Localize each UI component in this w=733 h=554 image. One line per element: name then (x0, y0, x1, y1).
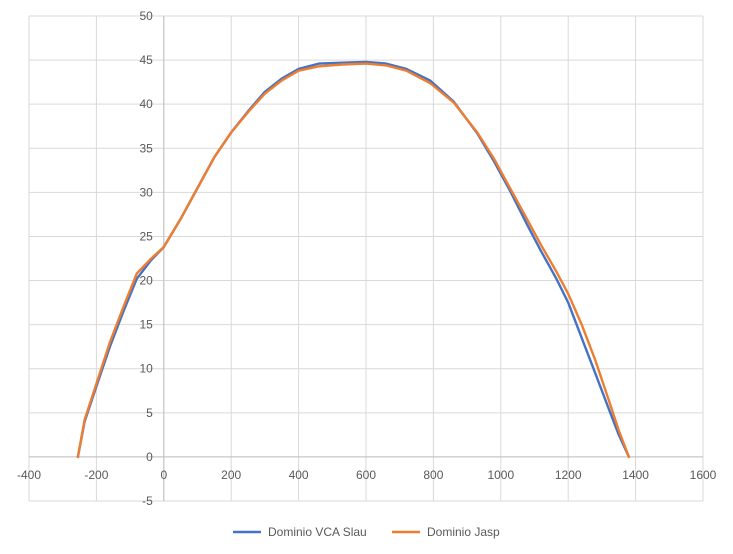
x-tick-label: -400 (17, 468, 41, 482)
y-tick-label: 15 (139, 318, 153, 332)
x-tick-label: 1600 (690, 468, 717, 482)
legend-label-1: Dominio VCA Slau (268, 525, 367, 539)
x-tick-label: -200 (84, 468, 108, 482)
x-tick-label: 400 (289, 468, 309, 482)
y-tick-label: -5 (142, 494, 153, 508)
series-lines (76, 60, 631, 459)
series-line-2 (76, 62, 631, 459)
x-tick-label: 1000 (487, 468, 514, 482)
x-tick-label: 0 (160, 468, 167, 482)
y-tick-label: 25 (139, 229, 153, 243)
legend: Dominio VCA Slau Dominio Jasp (233, 525, 500, 539)
y-tick-label: 50 (139, 9, 153, 23)
legend-label-2: Dominio Jasp (427, 525, 500, 539)
y-tick-label: 45 (139, 53, 153, 67)
y-tick-label: 30 (139, 185, 153, 199)
y-tick-label: 40 (139, 97, 153, 111)
x-tick-label: 200 (221, 468, 241, 482)
tick-labels: -400 -200 0 200 400 600 800 1000 1200 1400 1600 -5 0… (17, 9, 717, 508)
y-tick-label: 0 (146, 450, 153, 464)
x-tick-label: 600 (356, 468, 376, 482)
grid-lines (28, 15, 704, 502)
y-tick-label: 35 (139, 141, 153, 155)
x-tick-label: 1200 (555, 468, 582, 482)
y-tick-label: 10 (139, 362, 153, 376)
series-line-1 (76, 60, 631, 459)
axes (29, 16, 703, 501)
x-tick-label: 1400 (622, 468, 649, 482)
y-tick-label: 5 (146, 406, 153, 420)
y-tick-label: 20 (139, 274, 153, 288)
x-tick-label: 800 (423, 468, 443, 482)
